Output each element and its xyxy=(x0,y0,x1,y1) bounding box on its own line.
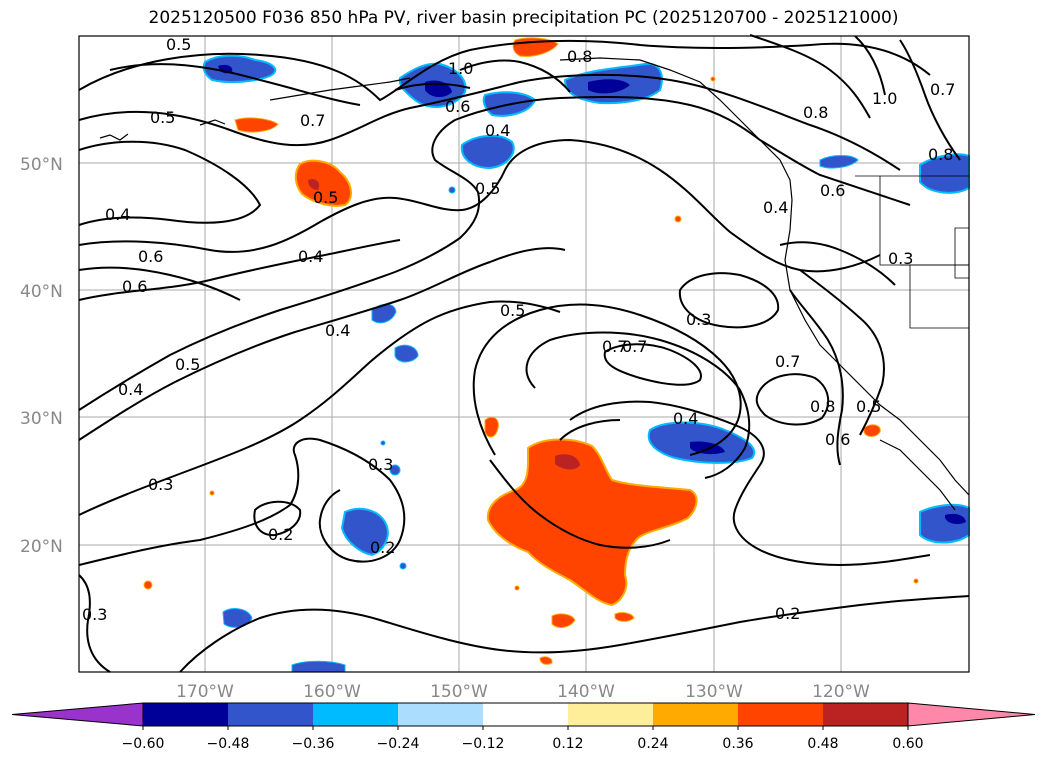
colorbar-segment xyxy=(143,703,228,726)
contour-label: 0.5 xyxy=(175,355,200,374)
colorbar-segment xyxy=(738,703,823,726)
colorbar-segment xyxy=(398,703,483,726)
latitude-labels: 50°N 40°N 30°N 20°N xyxy=(20,155,63,557)
contour-label: 0.8 xyxy=(803,103,828,122)
contour-label: 0.5 xyxy=(475,179,500,198)
coastlines xyxy=(99,57,970,511)
contour-label: 0.2 xyxy=(775,604,800,623)
contour-label: 0.4 xyxy=(763,198,788,217)
precip-negative-areas xyxy=(202,54,970,673)
colorbar xyxy=(11,702,1036,727)
colorbar-tick-label: 0.48 xyxy=(807,736,838,752)
contour-label: 0.8 xyxy=(810,397,835,416)
contour-label: 0.6 xyxy=(820,181,845,200)
colorbar-tick-label: −0.36 xyxy=(292,736,335,752)
contour-labels: 0.5 0.5 0.4 0.7 0.5 0.6 0.4 0.5 0.8 1.0 … xyxy=(82,35,955,624)
contour-label: 0.5 xyxy=(166,35,191,54)
contour-label: 0.3 xyxy=(686,310,711,329)
colorbar-tick-label: −0.48 xyxy=(207,736,250,752)
colorbar-tick-label: 0.36 xyxy=(722,736,753,752)
contour-label: 1.0 xyxy=(448,59,473,78)
contour-label: 0.7 xyxy=(300,111,325,130)
contour-label: 1.0 xyxy=(872,89,897,108)
lon-label: 150°W xyxy=(430,682,488,702)
colorbar-ticks: −0.60 −0.48 −0.36 −0.24 −0.12 0.12 0.24 0.36 0.4… xyxy=(122,726,924,752)
contour-label: 0.4 xyxy=(485,121,510,140)
contour-label: 0.3 xyxy=(888,249,913,268)
contour-label: 0.5 xyxy=(856,397,881,416)
lon-label: 160°W xyxy=(303,682,361,702)
colorbar-segment xyxy=(228,703,313,726)
contour-label: 0.3 xyxy=(82,605,107,624)
lon-label: 130°W xyxy=(685,682,743,702)
colorbar-extend-max xyxy=(907,702,1036,727)
graticule xyxy=(79,36,969,672)
colorbar-segment xyxy=(823,703,908,726)
colorbar-segment xyxy=(483,703,568,726)
contour-label: 0.8 xyxy=(567,47,592,66)
colorbar-tick-label: 0.24 xyxy=(637,736,668,752)
colorbar-tick-label: −0.12 xyxy=(462,736,505,752)
lat-label: 20°N xyxy=(20,537,63,557)
colorbar-tick-label: −0.24 xyxy=(377,736,420,752)
contour-label: 0.4 xyxy=(325,321,350,340)
pv-contours xyxy=(78,34,970,673)
colorbar-segment xyxy=(653,703,738,726)
lon-label: 170°W xyxy=(176,682,234,702)
contour-label: 0.4 xyxy=(105,205,130,224)
contour-label: 0.7 xyxy=(622,337,647,356)
longitude-labels: 170°W 160°W 150°W 140°W 130°W 120°W xyxy=(176,682,870,702)
contour-label: 0.2 xyxy=(268,525,293,544)
contour-label: 0.5 xyxy=(313,188,338,207)
contour-label: 0.7 xyxy=(930,80,955,99)
lat-label: 50°N xyxy=(20,155,63,175)
colorbar-extend-min xyxy=(11,702,144,727)
contour-label: 0.6 xyxy=(445,97,470,116)
colorbar-outline xyxy=(142,702,909,727)
contour-label: 0.6 xyxy=(138,247,163,266)
lat-label: 40°N xyxy=(20,282,63,302)
contour-label: 0.6 xyxy=(122,277,147,296)
lat-label: 30°N xyxy=(20,409,63,429)
contour-label: 0.2 xyxy=(370,538,395,557)
contour-label: 0.6 xyxy=(825,430,850,449)
contour-label: 0.3 xyxy=(148,475,173,494)
colorbar-tick-label: 0.60 xyxy=(892,736,923,752)
lon-label: 140°W xyxy=(557,682,615,702)
map-frame xyxy=(78,35,970,673)
contour-label: 0.7 xyxy=(602,337,627,356)
colorbar-tick-label: 0.12 xyxy=(552,736,583,752)
colorbar-tick-label: −0.60 xyxy=(122,736,165,752)
contour-label: 0.4 xyxy=(118,380,143,399)
map-background xyxy=(79,36,969,672)
contour-label: 0.7 xyxy=(775,352,800,371)
contour-label: 0.5 xyxy=(150,108,175,127)
colorbar-segment xyxy=(313,703,398,726)
contour-label: 0.4 xyxy=(673,409,698,428)
map-title: 2025120500 F036 850 hPa PV, river basin … xyxy=(148,8,899,28)
contour-label: 0.4 xyxy=(298,247,323,266)
lon-label: 120°W xyxy=(812,682,870,702)
contour-label: 0.3 xyxy=(368,455,393,474)
colorbar-segment xyxy=(568,703,653,726)
contour-label: 0.5 xyxy=(500,301,525,320)
contour-label: 0.8 xyxy=(928,145,953,164)
